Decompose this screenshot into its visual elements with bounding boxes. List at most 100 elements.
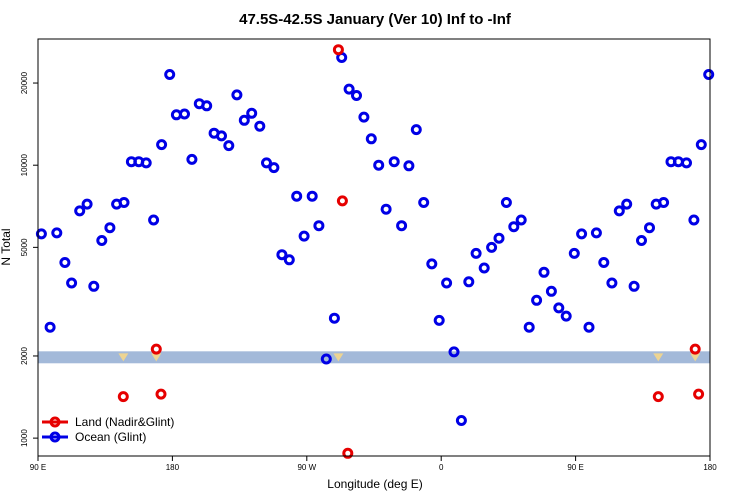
ocean-point bbox=[538, 266, 550, 278]
ocean-point bbox=[201, 100, 213, 112]
ocean-point bbox=[703, 69, 715, 80]
land-marker-shadow bbox=[653, 353, 664, 362]
land-point bbox=[332, 44, 344, 56]
land-point bbox=[693, 388, 705, 400]
ocean-point bbox=[51, 227, 63, 239]
ocean-point bbox=[523, 321, 535, 333]
legend-ocean-label: Ocean (Glint) bbox=[75, 430, 146, 444]
ocean-point bbox=[320, 353, 332, 365]
ocean-point bbox=[493, 232, 505, 244]
ocean-point bbox=[388, 156, 400, 168]
ocean-point bbox=[478, 262, 490, 274]
y-tick-label: 1000 bbox=[20, 429, 29, 447]
x-axis: 90 E 180 90 W 0 90 E 180 bbox=[30, 456, 717, 472]
ocean-point bbox=[283, 254, 295, 266]
land-marker-shadow bbox=[118, 353, 129, 362]
x-tick-label: 0 bbox=[439, 463, 444, 472]
land-marker-shadow bbox=[151, 353, 162, 362]
ocean-point bbox=[44, 321, 56, 333]
ocean-point bbox=[179, 108, 190, 120]
ocean-point bbox=[410, 124, 422, 136]
ocean-point bbox=[396, 220, 408, 232]
ocean-point bbox=[276, 249, 288, 261]
ocean-point bbox=[598, 257, 610, 268]
plot-area bbox=[35, 44, 715, 459]
land-point bbox=[155, 388, 167, 400]
ocean-point bbox=[104, 222, 116, 234]
ocean-point bbox=[613, 205, 625, 217]
ocean-point bbox=[88, 280, 100, 292]
ocean-point bbox=[343, 83, 355, 95]
land-point bbox=[117, 391, 129, 403]
ocean-point bbox=[553, 302, 565, 314]
ocean-point bbox=[531, 294, 543, 306]
ocean-point bbox=[403, 160, 415, 172]
ocean-point bbox=[238, 114, 250, 126]
ocean-point bbox=[658, 197, 670, 208]
chart-title: 47.5S-42.5S January (Ver 10) Inf to -Inf bbox=[239, 11, 512, 28]
land-point bbox=[652, 391, 664, 403]
land-point bbox=[689, 343, 701, 355]
ocean-point bbox=[313, 220, 325, 232]
legend: Land (Nadir&Glint) Ocean (Glint) bbox=[42, 415, 174, 444]
ocean-point bbox=[590, 227, 602, 239]
plot-frame bbox=[37, 38, 711, 457]
reference-band bbox=[38, 351, 710, 364]
ocean-point bbox=[118, 197, 130, 208]
ocean-point bbox=[688, 214, 700, 226]
ocean-point bbox=[306, 190, 318, 202]
ocean-point bbox=[455, 415, 467, 426]
ocean-point bbox=[636, 235, 647, 246]
land-marker-shadow bbox=[333, 353, 344, 362]
ocean-point bbox=[606, 277, 618, 289]
x-tick-label: 90 E bbox=[567, 463, 583, 472]
ocean-point bbox=[351, 90, 362, 101]
y-axis: 1000 2000 5000 10000 20000 bbox=[20, 71, 38, 447]
ocean-point bbox=[254, 120, 266, 132]
x-tick-label: 90 E bbox=[30, 463, 46, 472]
ocean-point bbox=[216, 130, 227, 142]
ocean-point bbox=[59, 257, 71, 268]
ocean-point bbox=[81, 198, 93, 210]
ocean-point bbox=[463, 276, 475, 288]
legend-land-marker bbox=[49, 416, 61, 428]
ocean-point bbox=[433, 314, 445, 326]
ocean-point bbox=[66, 277, 78, 289]
ocean-point bbox=[470, 247, 482, 259]
ocean-point bbox=[560, 310, 572, 322]
ocean-point bbox=[148, 214, 160, 226]
ocean-point bbox=[373, 159, 385, 171]
ocean-point bbox=[298, 230, 310, 242]
ocean-point bbox=[628, 280, 640, 292]
ocean-point bbox=[358, 111, 370, 123]
ocean-point bbox=[231, 89, 243, 101]
ocean-point bbox=[96, 235, 108, 246]
ocean-point bbox=[328, 312, 340, 324]
ocean-point bbox=[156, 139, 168, 151]
ocean-point bbox=[448, 346, 460, 358]
legend-ocean-marker bbox=[49, 431, 61, 443]
ocean-point bbox=[426, 258, 438, 270]
ocean-point bbox=[140, 157, 152, 169]
ocean-point bbox=[418, 197, 430, 208]
ocean-point bbox=[545, 285, 557, 297]
ocean-point bbox=[681, 157, 692, 169]
ocean-point bbox=[486, 241, 498, 253]
ocean-point bbox=[508, 221, 520, 233]
x-tick-label: 180 bbox=[166, 463, 180, 472]
ocean-point bbox=[441, 277, 453, 289]
y-tick-label: 5000 bbox=[20, 238, 29, 256]
ocean-point bbox=[695, 139, 707, 151]
land-point bbox=[342, 447, 354, 459]
legend-land-label: Land (Nadir&Glint) bbox=[75, 415, 174, 429]
x-tick-label: 90 W bbox=[297, 463, 316, 472]
x-axis-label: Longitude (deg E) bbox=[327, 477, 422, 491]
ocean-point bbox=[74, 205, 86, 217]
ocean-point bbox=[35, 228, 47, 240]
ocean-point bbox=[291, 190, 303, 202]
y-axis-label: N Total bbox=[0, 228, 13, 265]
ocean-point bbox=[246, 107, 258, 119]
ocean-point bbox=[164, 69, 176, 80]
ocean-point bbox=[568, 247, 580, 259]
